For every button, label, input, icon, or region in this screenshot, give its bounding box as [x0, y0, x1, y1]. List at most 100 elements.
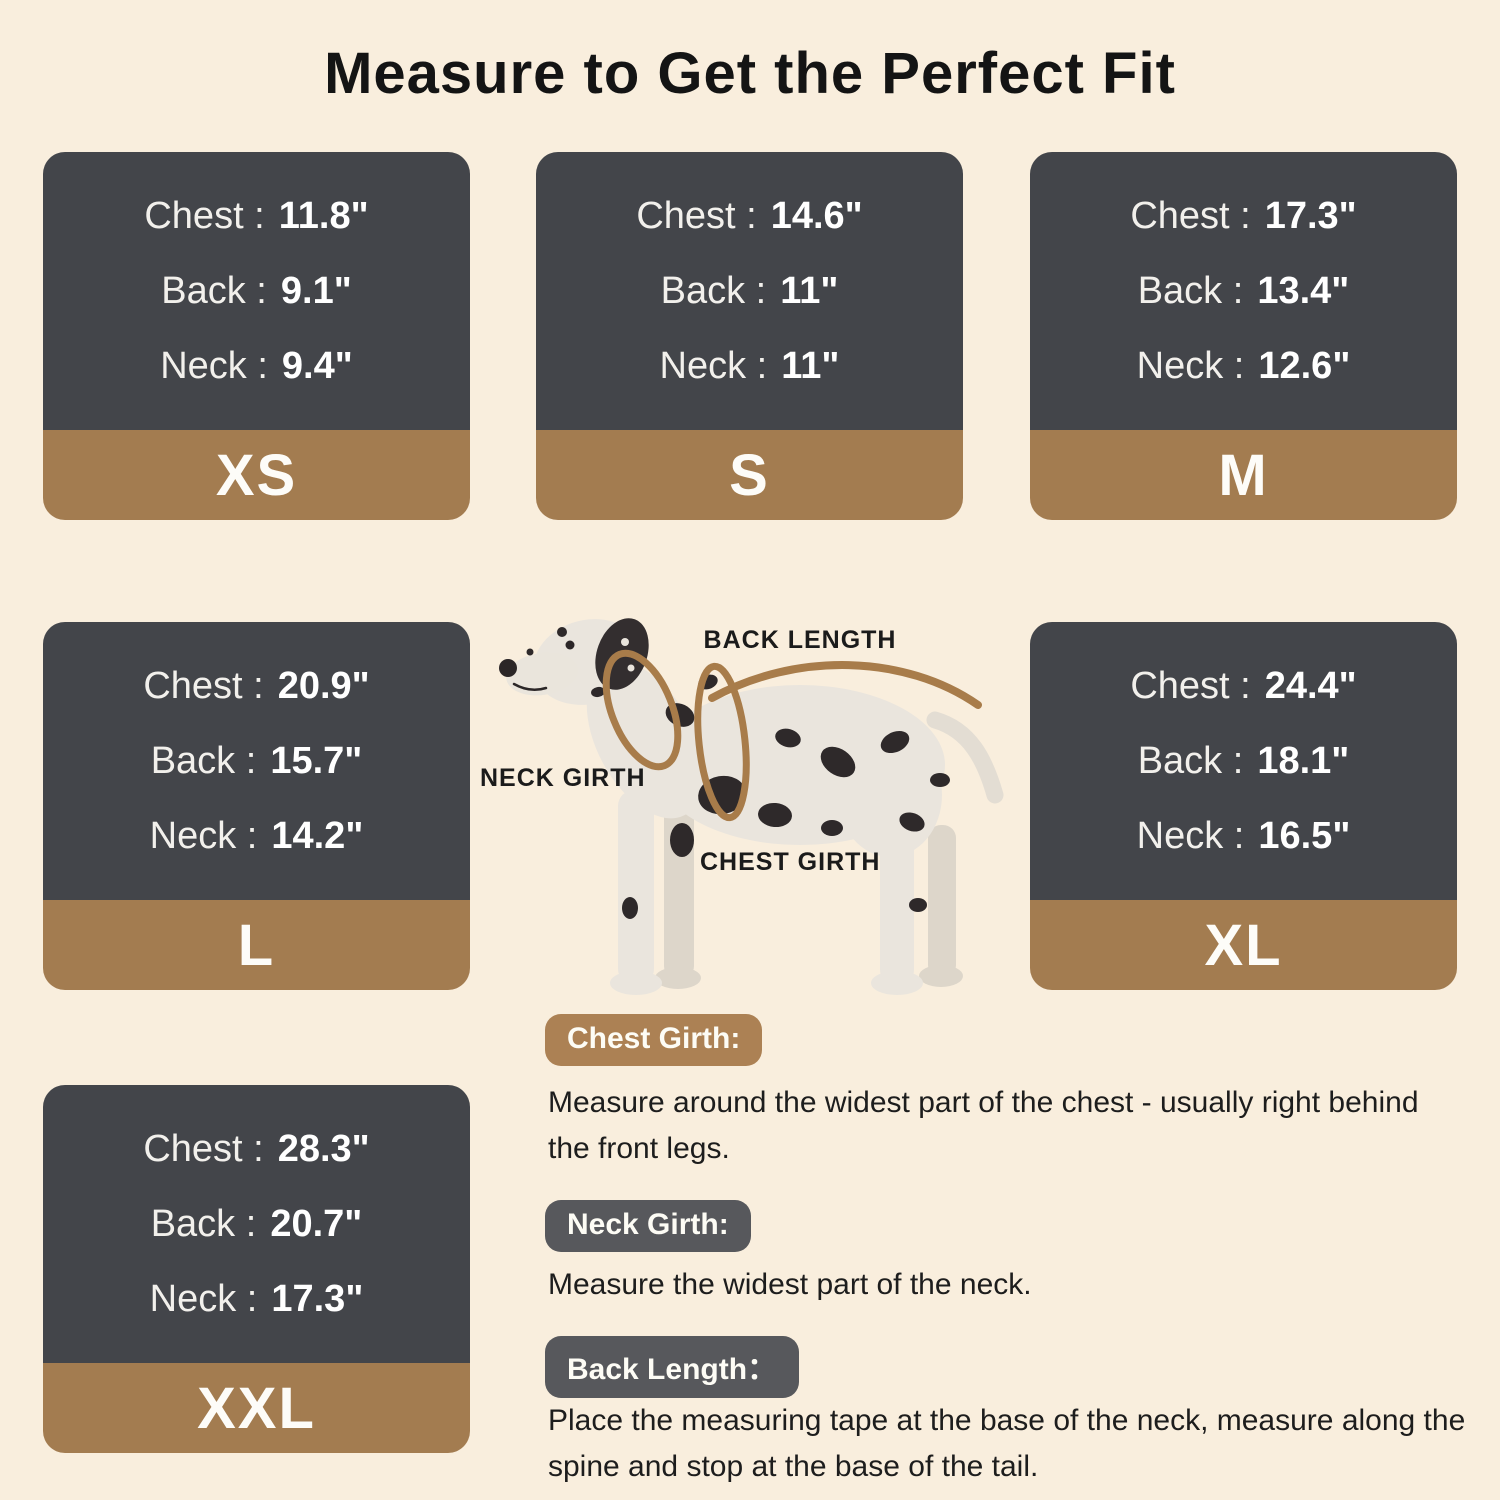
measurement-value: 15.7"	[270, 740, 363, 782]
measurement-row-chest: Chest : 24.4"	[1130, 667, 1356, 705]
measurement-label: Chest :	[1130, 195, 1251, 237]
size-band-label: XL	[1030, 900, 1457, 990]
size-card-m: Chest : 17.3" Back : 13.4" Neck : 12.6" …	[1030, 152, 1457, 520]
size-card-xl: Chest : 24.4" Back : 18.1" Neck : 16.5" …	[1030, 622, 1457, 990]
measurement-value: 24.4"	[1264, 665, 1357, 707]
ear-spot	[627, 664, 635, 672]
description-line: spine and stop at the base of the tail.	[548, 1450, 1039, 1483]
measurement-label: Back :	[1137, 270, 1244, 312]
dog-paw	[655, 967, 701, 989]
size-band-label: M	[1030, 430, 1457, 520]
size-card-measurements: Chest : 14.6" Back : 11" Neck : 11"	[536, 152, 963, 430]
measurement-value: 11"	[780, 270, 839, 312]
size-card-measurements: Chest : 11.8" Back : 9.1" Neck : 9.4"	[43, 152, 470, 430]
measurement-row-back: Back : 18.1"	[1138, 742, 1350, 780]
measurement-value: 11.8"	[278, 195, 369, 237]
dog-rear-leg-far	[928, 825, 956, 978]
dog-front-leg	[618, 790, 654, 985]
measurement-row-neck: Neck : 17.3"	[150, 1280, 364, 1318]
measurement-row-neck: Neck : 14.2"	[150, 817, 364, 855]
measurement-label: Neck :	[149, 1278, 258, 1320]
measurement-label: Neck :	[1136, 345, 1245, 387]
measurement-row-back: Back : 20.7"	[151, 1205, 363, 1243]
chest-girth-ring	[694, 662, 750, 822]
ear-spot	[621, 638, 629, 646]
measurement-row-neck: Neck : 11"	[660, 347, 840, 385]
measurement-row-neck: Neck : 12.6"	[1137, 347, 1351, 385]
measurement-value: 20.7"	[270, 1203, 363, 1245]
chest-girth-description: Measure around the widest part of the ch…	[548, 1080, 1500, 1172]
measurement-value: 13.4"	[1257, 270, 1350, 312]
size-band-label: S	[536, 430, 963, 520]
measurement-label: Back :	[161, 270, 267, 312]
measurement-row-neck: Neck : 9.4"	[160, 347, 353, 385]
page-title: Measure to Get the Perfect Fit	[324, 41, 1176, 106]
size-card-measurements: Chest : 20.9" Back : 15.7" Neck : 14.2"	[43, 622, 470, 900]
measurement-value: 14.6"	[770, 195, 863, 237]
measurement-value: 28.3"	[277, 1128, 370, 1170]
dog-measurement-diagram: BACK LENGTH NECK GIRTH CHEST GIRTH	[470, 590, 1040, 1020]
measurement-value: 11"	[781, 345, 840, 387]
size-band-label: XS	[43, 430, 470, 520]
measurement-value: 16.5"	[1258, 815, 1351, 857]
description-line: Measure around the widest part of the ch…	[548, 1086, 1419, 1119]
measurement-value: 17.3"	[271, 1278, 364, 1320]
dog-illustration: BACK LENGTH NECK GIRTH CHEST GIRTH	[480, 618, 1004, 995]
size-card-s: Chest : 14.6" Back : 11" Neck : 11" S	[536, 152, 963, 520]
size-card-l: Chest : 20.9" Back : 15.7" Neck : 14.2" …	[43, 622, 470, 990]
size-card-measurements: Chest : 17.3" Back : 13.4" Neck : 12.6"	[1030, 152, 1457, 430]
measurement-row-chest: Chest : 28.3"	[143, 1130, 369, 1168]
neck-girth-description: Measure the widest part of the neck.	[548, 1262, 1500, 1308]
description-line: the front legs.	[548, 1132, 730, 1165]
measurement-label: Neck :	[1136, 815, 1245, 857]
measurement-row-chest: Chest : 20.9"	[143, 667, 369, 705]
measurement-row-back: Back : 15.7"	[151, 742, 363, 780]
neck-girth-ring	[602, 649, 682, 771]
back-length-line	[708, 661, 982, 709]
size-card-measurements: Chest : 24.4" Back : 18.1" Neck : 16.5"	[1030, 622, 1457, 900]
measurement-label: Chest :	[636, 195, 757, 237]
measurement-value: 20.9"	[277, 665, 370, 707]
measurement-label: Neck :	[160, 345, 268, 387]
dog-tail	[926, 711, 1004, 804]
measurement-label: Back :	[1137, 740, 1244, 782]
description-line: Measure the widest part of the neck.	[548, 1268, 1032, 1301]
back-length-label: BACK LENGTH	[704, 626, 897, 654]
measurement-value: 14.2"	[271, 815, 364, 857]
description-line: Place the measuring tape at the base of …	[548, 1404, 1466, 1437]
measurement-label: Chest :	[144, 195, 265, 237]
dog-rear-leg	[880, 830, 914, 985]
measurement-label: Chest :	[143, 665, 264, 707]
chest-girth-badge: Chest Girth:	[545, 1014, 763, 1066]
back-length-description: Place the measuring tape at the base of …	[548, 1398, 1500, 1490]
measurement-value: 18.1"	[1257, 740, 1350, 782]
neck-girth-badge: Neck Girth:	[545, 1200, 751, 1252]
dog-front-leg-far	[664, 795, 694, 980]
measurement-label: Back :	[150, 1203, 257, 1245]
dog-muzzle	[506, 652, 578, 696]
measurement-value: 9.4"	[281, 345, 353, 387]
measurement-value: 17.3"	[1264, 195, 1357, 237]
dog-mouth	[512, 682, 548, 692]
back-length-badge: Back Length：	[545, 1336, 800, 1398]
dog-paw	[871, 971, 923, 995]
measurement-value: 12.6"	[1258, 345, 1351, 387]
measurement-label: Neck :	[149, 815, 258, 857]
measurement-row-back: Back : 9.1"	[161, 272, 351, 310]
measurement-label: Back :	[660, 270, 767, 312]
measurement-label: Chest :	[1130, 665, 1251, 707]
measurement-row-chest: Chest : 17.3"	[1130, 197, 1356, 235]
size-band-label: L	[43, 900, 470, 990]
dog-paw	[919, 965, 963, 987]
measurement-row-back: Back : 13.4"	[1138, 272, 1350, 310]
size-card-xs: Chest : 11.8" Back : 9.1" Neck : 9.4" XS	[43, 152, 470, 520]
dog-eye	[565, 640, 575, 650]
measurement-row-chest: Chest : 11.8"	[144, 197, 368, 235]
measurement-value: 9.1"	[280, 270, 352, 312]
measurement-label: Back :	[150, 740, 257, 782]
size-band-label: XXL	[43, 1363, 470, 1453]
chest-girth-label: CHEST GIRTH	[700, 848, 880, 876]
measurement-row-back: Back : 11"	[661, 272, 839, 310]
dog-paw	[610, 971, 662, 995]
size-card-measurements: Chest : 28.3" Back : 20.7" Neck : 17.3"	[43, 1085, 470, 1363]
